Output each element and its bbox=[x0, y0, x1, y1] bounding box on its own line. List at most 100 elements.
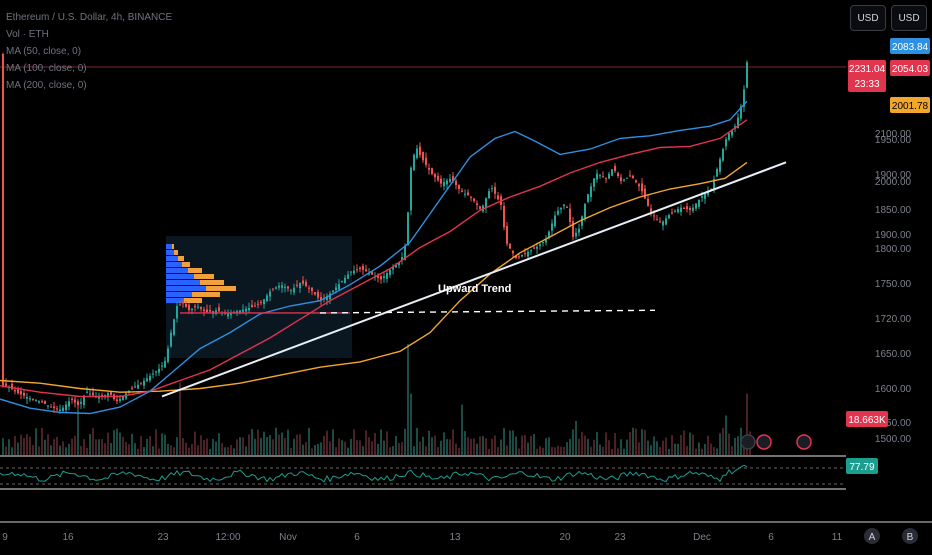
volume-bar bbox=[494, 435, 496, 455]
candle bbox=[131, 387, 133, 389]
volume-bar bbox=[560, 446, 562, 455]
volume-bar bbox=[110, 443, 112, 455]
price-axis-label: 1650.00 bbox=[875, 349, 912, 360]
candle bbox=[383, 276, 385, 278]
candle bbox=[62, 407, 64, 412]
volume-bar bbox=[20, 434, 22, 455]
volume-bar bbox=[641, 429, 643, 455]
volume-bar bbox=[128, 444, 130, 455]
volume-bar bbox=[65, 447, 67, 455]
volume-bar bbox=[368, 437, 370, 455]
volume-bar bbox=[332, 429, 334, 455]
volume-bar bbox=[218, 433, 220, 455]
volume-bar bbox=[485, 438, 487, 455]
volume-profile-bar-ext-5 bbox=[192, 292, 220, 297]
candle bbox=[611, 169, 613, 176]
volume-bar bbox=[593, 439, 595, 455]
volume-profile-bar-ext-0 bbox=[182, 262, 190, 267]
volume-bar bbox=[260, 438, 262, 455]
volume-bar bbox=[32, 445, 34, 455]
volume-bar bbox=[515, 436, 517, 455]
volume-profile-bar-6 bbox=[166, 298, 184, 303]
candle bbox=[434, 173, 436, 178]
candle bbox=[728, 133, 730, 140]
nav-button-1[interactable] bbox=[902, 528, 918, 544]
volume-bar bbox=[728, 433, 730, 455]
candle bbox=[77, 401, 79, 406]
volume-bar bbox=[500, 439, 502, 455]
volume-bar bbox=[575, 421, 577, 455]
candle bbox=[2, 54, 4, 387]
volume-bar bbox=[197, 445, 199, 455]
volume-bar bbox=[530, 435, 532, 455]
volume-profile-bar-1 bbox=[166, 268, 188, 273]
volume-bar bbox=[314, 444, 316, 455]
candle bbox=[14, 390, 16, 392]
candle bbox=[506, 226, 508, 244]
volume-bar bbox=[698, 442, 700, 455]
volume-bar bbox=[350, 438, 352, 455]
volume-bar bbox=[659, 446, 661, 455]
volume-bar bbox=[605, 432, 607, 455]
volume-bar bbox=[275, 427, 277, 455]
volume-bar bbox=[143, 447, 145, 455]
badge-countdown: 23:33 bbox=[854, 79, 879, 90]
volume-bar bbox=[251, 429, 253, 455]
volume-bar bbox=[647, 440, 649, 455]
candle bbox=[365, 269, 367, 272]
volume-bar bbox=[377, 443, 379, 455]
candle bbox=[494, 186, 496, 194]
volume-bar bbox=[254, 438, 256, 455]
candle bbox=[581, 216, 583, 226]
candle bbox=[215, 310, 217, 314]
candle bbox=[470, 196, 472, 198]
candle bbox=[146, 378, 148, 382]
candle bbox=[11, 383, 13, 390]
volume-bar bbox=[692, 434, 694, 455]
volume-bar bbox=[443, 432, 445, 455]
volume-bar bbox=[662, 440, 664, 455]
candle bbox=[563, 204, 565, 207]
candle bbox=[440, 178, 442, 184]
badge-rsi-bg bbox=[846, 458, 878, 474]
currency-button-left[interactable]: USD bbox=[850, 5, 886, 31]
currency-button-right[interactable]: USD bbox=[891, 5, 927, 31]
candle bbox=[743, 89, 745, 107]
candle bbox=[575, 232, 577, 237]
volume-bar bbox=[386, 431, 388, 455]
volume-bar bbox=[632, 427, 634, 455]
candle bbox=[593, 178, 595, 187]
volume-bar bbox=[302, 444, 304, 455]
candle bbox=[644, 188, 646, 199]
candle bbox=[38, 401, 40, 403]
legend-ma100: MA (100, close, 0) bbox=[6, 63, 87, 74]
candle bbox=[584, 203, 586, 218]
price-axis-label: 1950.00 bbox=[875, 135, 912, 146]
volume-bar bbox=[242, 437, 244, 455]
candle bbox=[533, 247, 535, 249]
time-axis-label: 23 bbox=[157, 532, 169, 543]
volume-bar bbox=[617, 448, 619, 455]
nav-button-0[interactable] bbox=[864, 528, 880, 544]
candle bbox=[623, 179, 625, 181]
volume-bar bbox=[437, 447, 439, 455]
volume-bar bbox=[92, 427, 94, 455]
volume-bar bbox=[725, 415, 727, 455]
badge-volume: 18.663K bbox=[848, 415, 886, 426]
volume-profile-bar-ext-2 bbox=[194, 274, 214, 279]
candle bbox=[524, 253, 526, 255]
candle bbox=[689, 208, 691, 210]
volume-bar bbox=[722, 428, 724, 455]
volume-bar bbox=[470, 438, 472, 455]
candle bbox=[488, 191, 490, 199]
volume-bar bbox=[224, 447, 226, 455]
candle bbox=[650, 208, 652, 213]
volume-bar bbox=[353, 429, 355, 455]
volume-bar bbox=[635, 428, 637, 455]
volume-profile-bar-ext-9 bbox=[172, 244, 174, 249]
candle bbox=[461, 190, 463, 193]
candle bbox=[341, 281, 343, 283]
candle bbox=[5, 383, 7, 387]
